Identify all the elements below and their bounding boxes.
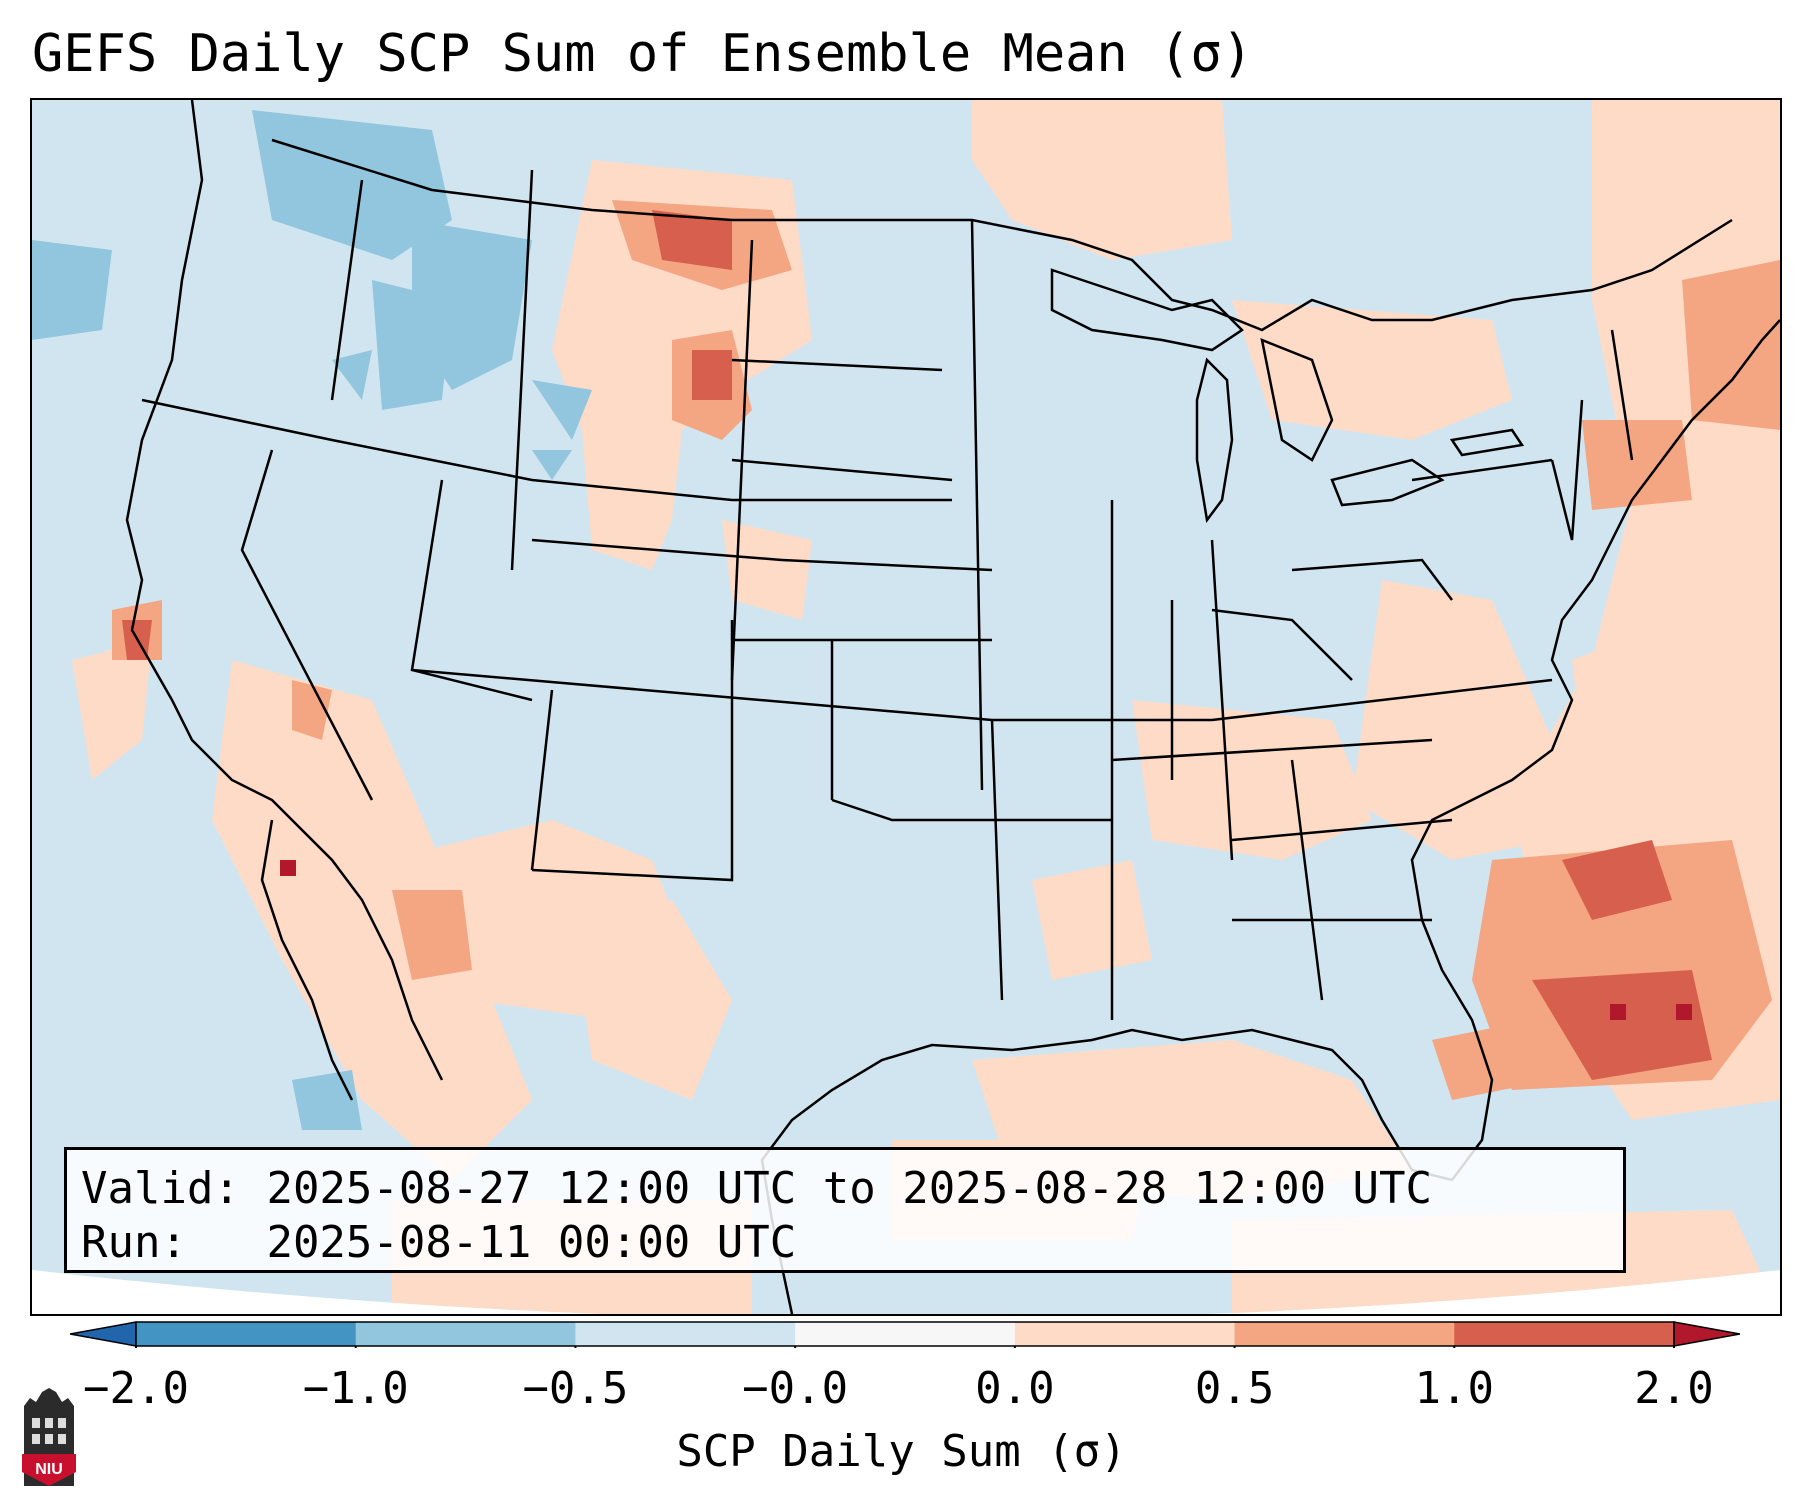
- state-line-9: [411, 668, 1553, 722]
- colorbar-tick-label: 2.0: [1634, 1363, 1714, 1414]
- state-line-28: [1291, 558, 1453, 601]
- state-line-3: [510, 169, 534, 571]
- state-line-24: [1111, 738, 1433, 762]
- state-line-23: [1210, 539, 1234, 861]
- colorbar-outline: [135, 1321, 1675, 1347]
- valid-run-box: Valid: 2025-08-27 12:00 UTC to 2025-08-2…: [64, 1147, 1626, 1273]
- run-value: 2025-08-11 00:00 UTC: [266, 1217, 797, 1268]
- colorbar-extend-high: [1673, 1321, 1740, 1347]
- colorbar-tick-label: 0.0: [975, 1363, 1055, 1414]
- colorbar-tick-label: −0.0: [742, 1363, 849, 1414]
- state-line-12: [781, 558, 993, 572]
- boundaries: [125, 100, 1780, 1314]
- colorbar-tick-label: −0.5: [522, 1363, 629, 1414]
- map-panel: [30, 98, 1782, 1316]
- colorbar-tick-label: −2.0: [83, 1363, 189, 1414]
- state-line-1: [141, 398, 952, 502]
- state-line-30: [1550, 399, 1584, 541]
- state-line-8: [531, 538, 783, 562]
- map-svg: [32, 100, 1780, 1314]
- canada-border: [271, 138, 1733, 332]
- anomaly-max-positive: [280, 860, 1692, 1020]
- state-line-25: [1290, 759, 1324, 1001]
- colorbar-label: SCP Daily Sum (σ): [676, 1426, 1127, 1477]
- colorbar-bin: [136, 1322, 357, 1346]
- colorbar-bin: [575, 1322, 796, 1346]
- colorbar-bin: [1454, 1322, 1675, 1346]
- state-line-17: [831, 798, 992, 822]
- colorbar-extend-low: [70, 1321, 137, 1347]
- state-line-6: [240, 449, 374, 801]
- anomaly-weak-negative: [32, 110, 592, 1130]
- colorbar-tick-label: −1.0: [302, 1363, 409, 1414]
- colorbar-bin: [355, 1322, 576, 1346]
- state-line-10: [731, 358, 943, 372]
- data-field: [32, 100, 1780, 1314]
- colorbar: [70, 1321, 1740, 1348]
- atlantic-coast: [1410, 319, 1780, 921]
- colorbar-bin: [795, 1322, 1016, 1346]
- valid-label: Valid:: [81, 1163, 240, 1214]
- colorbar-tick-label: 1.0: [1414, 1363, 1495, 1414]
- state-line-5: [970, 219, 984, 791]
- lake-ontario: [1449, 428, 1525, 457]
- great-lakes: [1050, 268, 1244, 352]
- state-line-2: [330, 179, 364, 401]
- logo-text: NIU: [35, 1461, 63, 1478]
- state-line-26: [1231, 818, 1453, 842]
- colorbar-tick-label: 0.5: [1194, 1363, 1275, 1414]
- state-line-32: [1211, 608, 1353, 681]
- state-line-13: [530, 689, 554, 871]
- anomaly-strong-positive: [122, 210, 1712, 1080]
- valid-value: 2025-08-27 12:00 UTC to 2025-08-28 12:00…: [266, 1163, 1433, 1214]
- lake-michigan: [1195, 357, 1234, 524]
- colorbar-bin: [1234, 1322, 1455, 1346]
- lake-huron: [1260, 337, 1334, 462]
- state-line-14: [531, 620, 734, 882]
- chart-title: GEFS Daily SCP Sum of Ensemble Mean (σ): [32, 24, 1253, 84]
- state-line-18: [990, 719, 1004, 1001]
- lake-erie: [1330, 458, 1445, 507]
- run-label: Run:: [81, 1217, 187, 1268]
- logo-shield: [22, 1454, 76, 1486]
- state-line-29: [1411, 458, 1553, 482]
- baja-coast: [260, 819, 354, 1101]
- niu-logo: NIU: [22, 1388, 76, 1486]
- coastline-west: [125, 100, 444, 1081]
- state-line-31: [1610, 329, 1634, 461]
- colorbar-bin: [1014, 1322, 1236, 1346]
- state-line-11: [731, 458, 953, 482]
- gulf-coast: [760, 919, 1494, 1314]
